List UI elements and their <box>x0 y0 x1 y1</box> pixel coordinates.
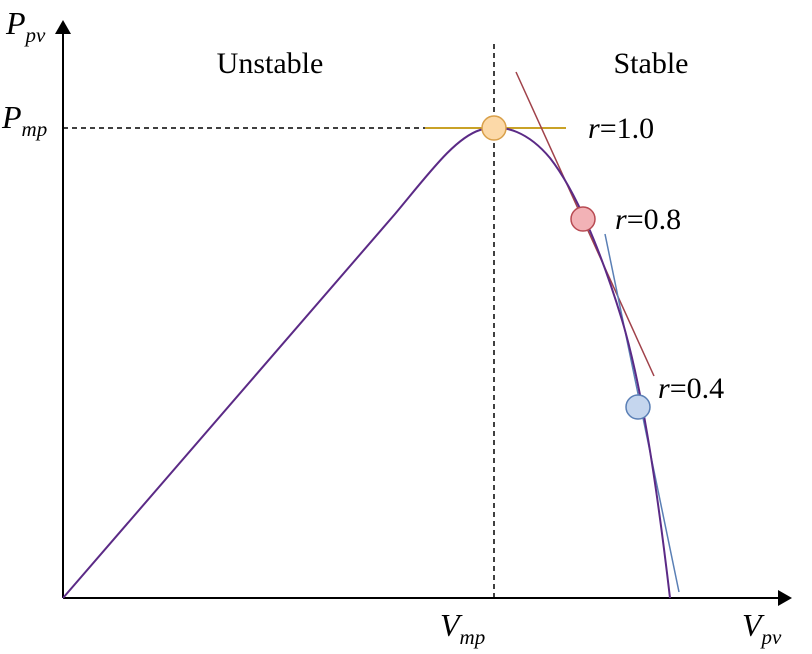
y-axis-label: Ppv <box>5 5 46 47</box>
label-r-1.0-symbol: r <box>588 112 600 145</box>
y-axis-label-sub: pv <box>24 23 47 47</box>
label-r-1.0: r=1.0 <box>588 112 654 145</box>
vmp-tick-sub: mp <box>460 625 486 649</box>
point-r-0.4 <box>625 394 651 420</box>
x-axis-label: Vpv <box>742 607 782 649</box>
unstable-label: Unstable <box>217 47 324 80</box>
y-axis-label-main: P <box>5 5 26 41</box>
label-r-0.8: r=0.8 <box>615 203 681 236</box>
label-r-0.4-symbol: r <box>658 372 670 405</box>
stable-label: Stable <box>614 47 689 80</box>
pmp-tick-sub: mp <box>22 117 48 141</box>
label-r-0.8-symbol: r <box>615 203 627 236</box>
pmp-tick-label: Pmp <box>1 99 47 141</box>
point-r-1.0 <box>481 115 507 141</box>
label-r-0.4-value: =0.4 <box>670 372 724 405</box>
point-r-0.8 <box>570 206 596 232</box>
pmp-tick-main: P <box>1 99 22 135</box>
x-axis-label-main: V <box>742 607 765 643</box>
vmp-tick-main: V <box>440 607 463 643</box>
vmp-tick-label: Vmp <box>440 607 485 649</box>
pv-curve <box>62 126 671 599</box>
label-r-1.0-value: =1.0 <box>600 112 654 145</box>
label-r-0.4: r=0.4 <box>658 372 724 405</box>
label-r-0.8-value: =0.8 <box>627 203 681 236</box>
x-axis-label-sub: pv <box>760 625 783 649</box>
